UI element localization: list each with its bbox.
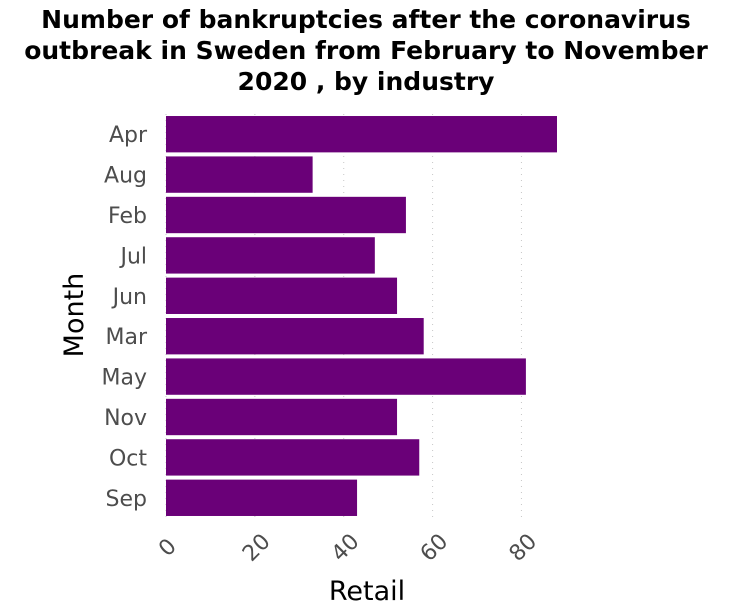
bar-aug <box>166 156 313 192</box>
y-tick-label-jun: Jun <box>111 285 147 310</box>
bar-mar <box>166 318 424 354</box>
y-axis-title: Month <box>59 273 90 358</box>
x-axis-title: Retail <box>329 576 405 607</box>
bar-sep <box>166 480 357 516</box>
y-tick-labels: Apr Aug Feb Jul Jun Mar May Nov Oct Sep <box>102 123 148 512</box>
bars <box>166 116 557 516</box>
bar-nov <box>166 399 397 435</box>
y-tick-label-jul: Jul <box>118 244 147 269</box>
bar-jun <box>166 278 397 314</box>
y-tick-label-aug: Aug <box>104 164 147 189</box>
y-tick-label-mar: Mar <box>105 325 147 350</box>
y-tick-label-apr: Apr <box>109 123 148 148</box>
bar-may <box>166 358 526 394</box>
y-tick-label-oct: Oct <box>109 446 147 471</box>
bar-oct <box>166 439 419 475</box>
y-tick-label-may: May <box>102 366 147 391</box>
y-tick-label-sep: Sep <box>106 487 147 512</box>
x-tick-label-4: 80 <box>505 529 542 566</box>
x-tick-label-2: 40 <box>327 529 364 566</box>
x-tick-label-1: 20 <box>238 529 275 566</box>
x-tick-labels: 0 20 40 60 80 <box>154 529 542 566</box>
y-tick-label-feb: Feb <box>108 204 147 229</box>
x-tick-label-3: 60 <box>416 529 453 566</box>
y-tick-label-nov: Nov <box>104 406 147 431</box>
bar-jul <box>166 237 375 273</box>
bar-feb <box>166 197 406 233</box>
x-tick-label-0: 0 <box>154 534 182 562</box>
bar-apr <box>166 116 557 152</box>
